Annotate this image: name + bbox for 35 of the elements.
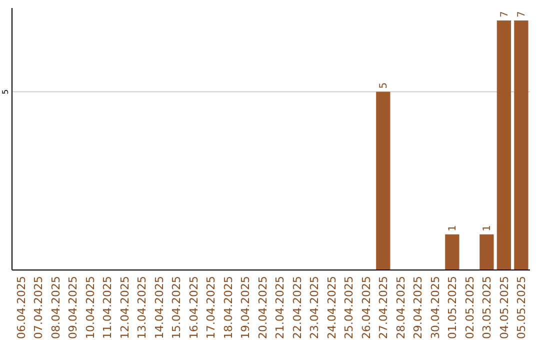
x-tick-label: 17.04.2025: [204, 276, 218, 339]
x-tick-label: 19.04.2025: [239, 276, 252, 339]
x-tick-label: 29.04.2025: [412, 276, 425, 339]
x-tick-label: 14.04.2025: [152, 276, 166, 339]
x-tick-label: 13.04.2025: [136, 276, 149, 339]
data-label: 5: [378, 82, 390, 89]
x-tick-label: 09.04.2025: [66, 276, 80, 339]
data-label: 7: [516, 11, 528, 18]
x-tick-label: 15.04.2025: [170, 276, 184, 339]
x-tick-label: 03.05.2025: [480, 276, 494, 339]
x-tick-label: 22.04.2025: [290, 276, 304, 339]
data-label: 1: [448, 224, 459, 232]
x-tick-label: 06.04.2025: [14, 276, 28, 339]
x-tick-label: 26.04.2025: [360, 276, 373, 339]
x-tick-label: 05.05.2025: [515, 276, 528, 339]
x-tick-label: 30.04.2025: [428, 276, 442, 339]
x-tick-label: 01.05.2025: [446, 276, 460, 339]
x-tick-label: 18.04.2025: [222, 276, 235, 339]
x-tick-label: 11.04.2025: [101, 276, 114, 339]
x-tick-label: 16.04.2025: [187, 276, 200, 339]
x-tick-label: 20.04.2025: [256, 276, 270, 339]
x-tick-label: 07.04.2025: [32, 276, 46, 339]
x-tick-label: 23.04.2025: [308, 276, 322, 339]
x-tick-label: 08.04.2025: [49, 276, 62, 339]
x-tick-label: 27.04.2025: [377, 276, 390, 339]
x-tick-label: 24.04.2025: [325, 276, 338, 339]
x-tick-label: 25.04.2025: [342, 276, 356, 339]
data-label: 1: [482, 224, 494, 232]
x-tick-label: 02.05.2025: [463, 276, 476, 339]
x-tick-label: 21.04.2025: [274, 276, 287, 339]
x-tick-label: 28.04.2025: [394, 276, 408, 339]
x-tick-label: 04.05.2025: [498, 276, 511, 339]
x-tick-label: 10.04.2025: [84, 276, 97, 339]
data-label: 7: [499, 11, 510, 18]
x-tick-label: 12.04.2025: [118, 276, 132, 339]
